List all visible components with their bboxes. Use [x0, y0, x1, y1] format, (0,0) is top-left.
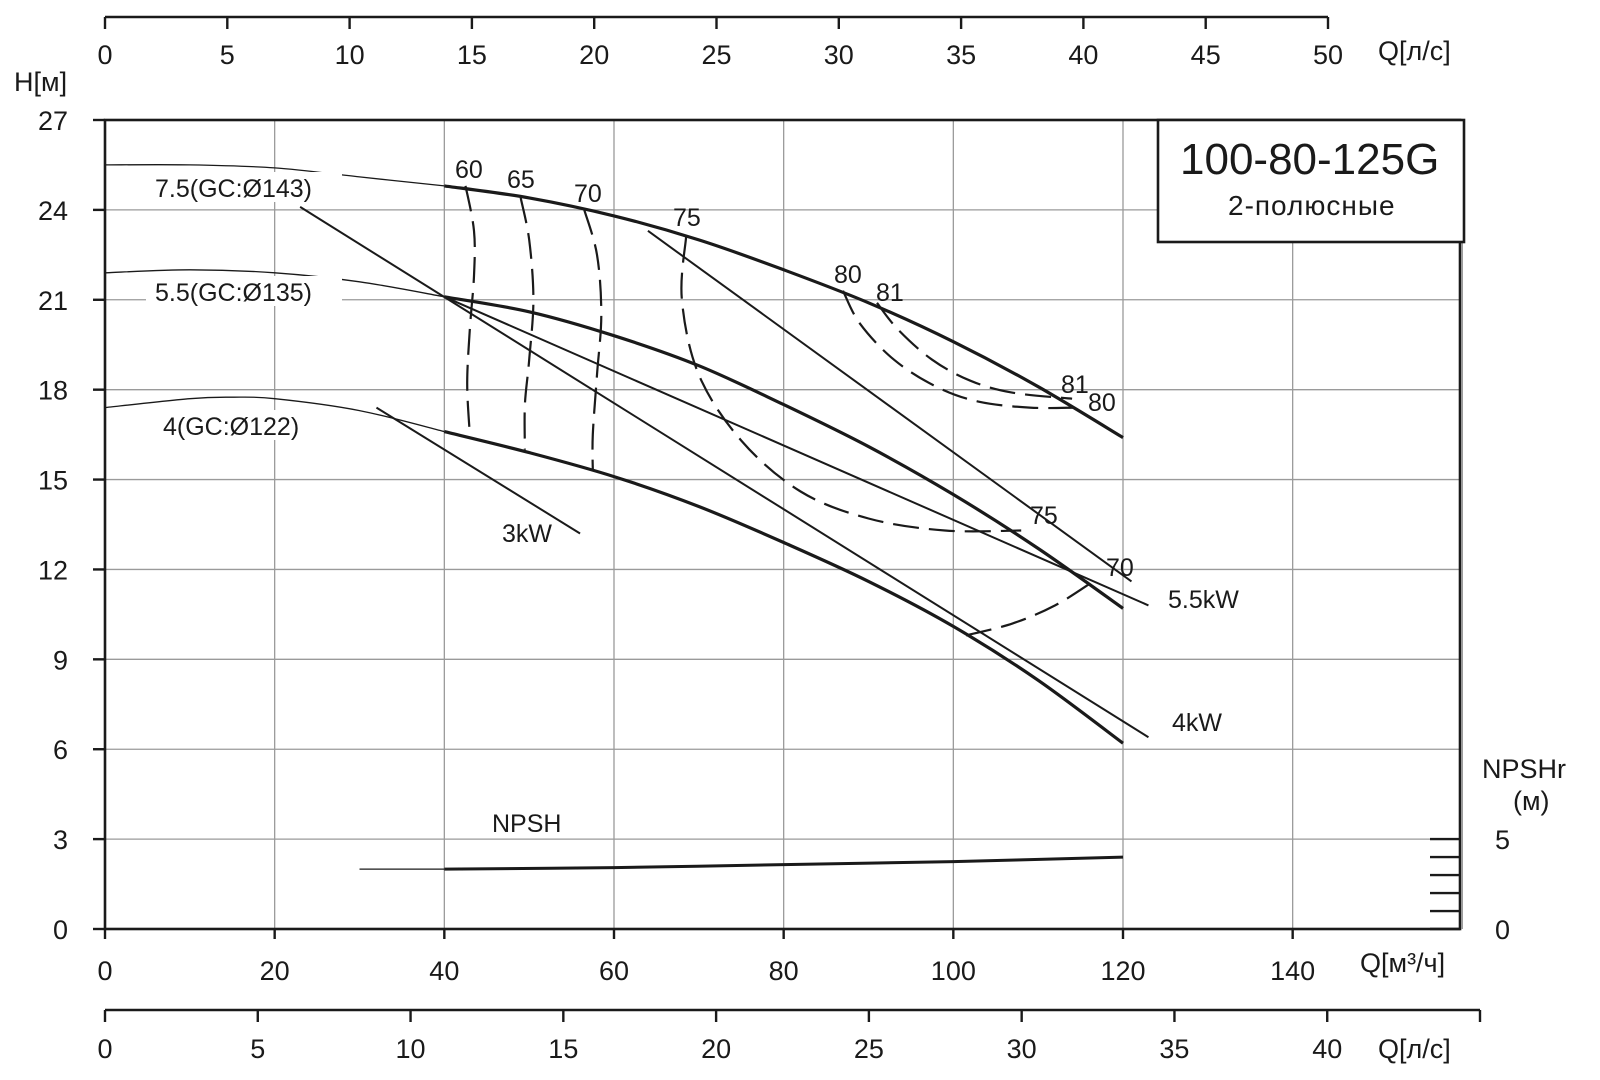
- x-tick-0: 0: [97, 956, 112, 986]
- label-power-4kw: 4kW: [1172, 709, 1222, 737]
- power-line-3kw: [375, 406, 581, 535]
- curve-npsh-operating: [444, 855, 1124, 871]
- bottom-tick-30: 30: [1007, 1034, 1037, 1064]
- efficiency-line-60-0: [464, 185, 476, 435]
- label-eff-81-end: 81: [1061, 371, 1089, 399]
- label-curve-143: 7.5(GC:Ø143): [155, 175, 312, 203]
- x-tick-60: 60: [599, 956, 629, 986]
- y-tick-18: 18: [38, 376, 68, 406]
- top-tick-5: 5: [220, 40, 235, 70]
- label-eff-75-end: 75: [1030, 502, 1058, 530]
- curve-122-operating: [443, 430, 1124, 745]
- top-tick-0: 0: [97, 40, 112, 70]
- power-line-aux: [647, 230, 1133, 583]
- top-tick-50: 50: [1313, 40, 1343, 70]
- x-tick-100: 100: [931, 956, 976, 986]
- npsh-tick-0: 0: [1495, 915, 1510, 945]
- curve-122-extended: [104, 396, 445, 433]
- label-bg-npsh: [488, 808, 584, 838]
- top-tick-45: 45: [1191, 40, 1221, 70]
- y-tick-21: 21: [38, 286, 68, 316]
- x-axis-title: Q[м³/ч]: [1360, 948, 1445, 978]
- labels: 7.5(GC:Ø143) 5.5(GC:Ø135) 4(GC:Ø122) NPSH 3k…: [146, 156, 1239, 838]
- top-tick-10: 10: [335, 40, 365, 70]
- top-tick-30: 30: [824, 40, 854, 70]
- label-eff-75: 75: [673, 204, 701, 232]
- curve-143-extended: [104, 164, 445, 187]
- power-line-5-5kw: [443, 295, 1149, 607]
- y-tick-12: 12: [38, 555, 68, 585]
- bottom-tick-10: 10: [396, 1034, 426, 1064]
- label-eff-81: 81: [876, 279, 904, 307]
- npsh-tick-5: 5: [1495, 825, 1510, 855]
- efficiency-line-70-2: [583, 209, 603, 471]
- label-npsh: NPSH: [492, 810, 561, 838]
- model-subtitle: 2-полюсные: [1228, 190, 1396, 221]
- y-axis-title: H[м]: [14, 67, 67, 97]
- x-tick-120: 120: [1100, 956, 1145, 986]
- bottom-axis-title: Q[л/с]: [1378, 1034, 1451, 1064]
- bottom-tick-5: 5: [250, 1034, 265, 1064]
- y-tick-15: 15: [38, 466, 68, 496]
- label-bg-135: [146, 276, 342, 306]
- top-tick-25: 25: [701, 40, 731, 70]
- efficiency-line-75-3: [680, 236, 1022, 533]
- x-tick-80: 80: [769, 956, 799, 986]
- curves: [104, 164, 1149, 871]
- top-tick-15: 15: [457, 40, 487, 70]
- model-title: 100-80-125G: [1180, 135, 1439, 184]
- label-eff-65: 65: [507, 166, 535, 194]
- label-eff-70-end: 70: [1106, 554, 1134, 582]
- label-eff-60: 60: [455, 156, 483, 184]
- label-eff-80-end: 80: [1088, 389, 1116, 417]
- bottom-tick-25: 25: [854, 1034, 884, 1064]
- label-eff-80: 80: [834, 261, 862, 289]
- curve-135-operating: [444, 295, 1124, 610]
- npsh-axis-unit: (м): [1513, 786, 1550, 816]
- bottom-tick-15: 15: [548, 1034, 578, 1064]
- label-power-3kw: 3kW: [502, 520, 552, 548]
- y-tick-0: 0: [53, 915, 68, 945]
- y-tick-9: 9: [53, 645, 68, 675]
- bottom-tick-0: 0: [97, 1034, 112, 1064]
- curve-135-extended: [104, 269, 445, 298]
- bottom-tick-40: 40: [1312, 1034, 1342, 1064]
- top-axis-title: Q[л/с]: [1378, 36, 1451, 66]
- y-tick-3: 3: [53, 825, 68, 855]
- x-tick-20: 20: [260, 956, 290, 986]
- efficiency-line-70-6: [965, 580, 1094, 637]
- power-line-4kw: [299, 206, 1149, 739]
- label-bg-122: [152, 410, 328, 440]
- label-bg-143: [146, 172, 342, 202]
- efficiency-line-65-1: [519, 197, 535, 450]
- x-tick-140: 140: [1270, 956, 1315, 986]
- top-tick-35: 35: [946, 40, 976, 70]
- label-eff-70: 70: [574, 180, 602, 208]
- npsh-axis-title: NPSHr: [1482, 754, 1566, 784]
- model-box: 100-80-125G 2-полюсные: [1156, 118, 1466, 244]
- y-tick-6: 6: [53, 735, 68, 765]
- label-power-5-5kw: 5.5kW: [1168, 586, 1239, 614]
- label-curve-135: 5.5(GC:Ø135): [155, 279, 312, 307]
- curve-143-operating: [444, 184, 1124, 439]
- top-tick-40: 40: [1068, 40, 1098, 70]
- y-tick-24: 24: [38, 196, 68, 226]
- x-tick-40: 40: [429, 956, 459, 986]
- top-tick-20: 20: [579, 40, 609, 70]
- bottom-tick-35: 35: [1159, 1034, 1189, 1064]
- label-curve-122: 4(GC:Ø122): [163, 413, 299, 441]
- y-tick-27: 27: [38, 106, 68, 136]
- efficiency-line-80-4: [842, 290, 1077, 410]
- bottom-tick-20: 20: [701, 1034, 731, 1064]
